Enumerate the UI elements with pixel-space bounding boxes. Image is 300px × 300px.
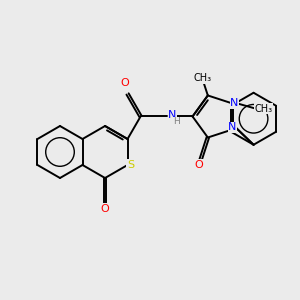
Text: CH₃: CH₃ (255, 104, 273, 114)
Text: H: H (173, 117, 180, 126)
Text: CH₃: CH₃ (194, 74, 212, 83)
Text: O: O (195, 160, 203, 170)
Text: N: N (228, 122, 237, 133)
Text: N: N (230, 98, 239, 109)
Text: O: O (101, 204, 110, 214)
Text: S: S (127, 160, 134, 170)
Text: N: N (168, 110, 177, 121)
Text: O: O (120, 78, 129, 88)
